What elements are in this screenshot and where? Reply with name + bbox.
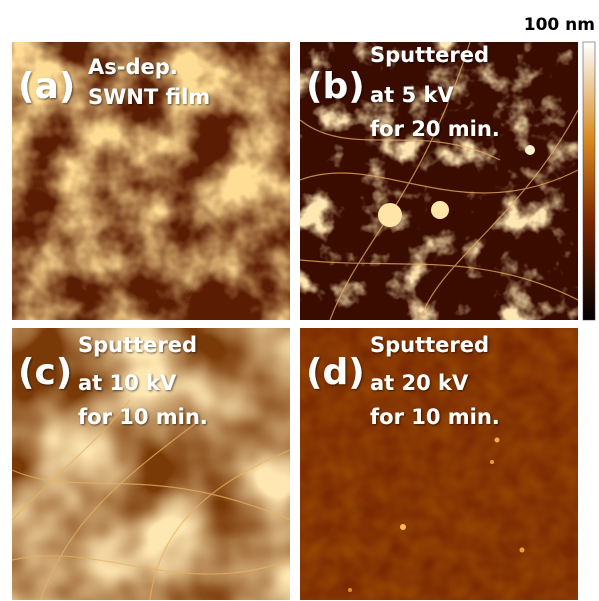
caption: As-dep.	[88, 55, 178, 79]
caption: for 20 min.	[370, 117, 500, 141]
caption: Sputtered	[370, 43, 489, 67]
panel-b: (b) Sputtered at 5 kV for 20 min.	[300, 42, 578, 320]
panel-d: (d) Sputtered at 20 kV for 10 min.	[300, 328, 578, 600]
figure: (a) As-dep. SWNT film (b) Sputtered at 5…	[0, 0, 599, 601]
caption: at 10 kV	[78, 371, 177, 395]
panel-c: (c) Sputtered at 10 kV for 10 min.	[12, 328, 290, 600]
caption: for 10 min.	[78, 405, 208, 429]
caption: for 10 min.	[370, 405, 500, 429]
caption: at 20 kV	[370, 371, 469, 395]
panel-label: (d)	[306, 352, 365, 393]
caption: SWNT film	[88, 85, 210, 109]
caption: Sputtered	[370, 333, 489, 357]
caption: Sputtered	[78, 333, 197, 357]
panel-label: (c)	[18, 352, 72, 393]
colorbar	[583, 42, 595, 320]
colorbar-label: 100 nm	[524, 15, 595, 35]
panel-label: (b)	[306, 66, 365, 107]
caption: at 5 kV	[370, 83, 454, 107]
panel-a: (a) As-dep. SWNT film	[12, 42, 290, 320]
panel-label: (a)	[18, 66, 75, 107]
